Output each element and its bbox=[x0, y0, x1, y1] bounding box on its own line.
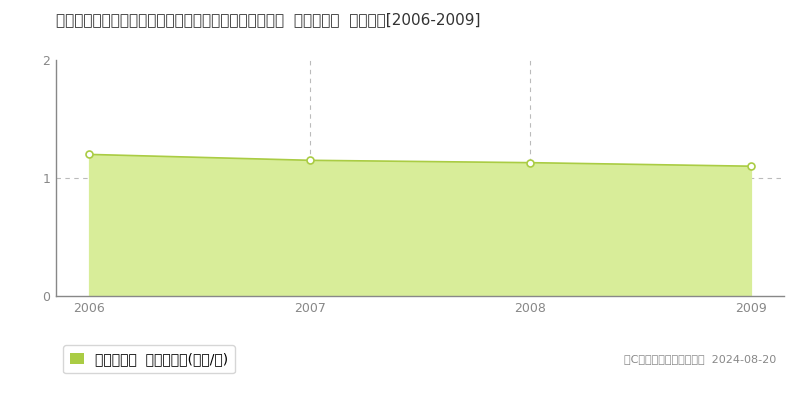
Point bbox=[303, 157, 316, 164]
Point bbox=[82, 151, 95, 158]
Point bbox=[524, 160, 537, 166]
Text: （C）土地価格ドットコム  2024-08-20: （C）土地価格ドットコム 2024-08-20 bbox=[624, 354, 776, 364]
Point bbox=[745, 163, 758, 170]
Text: 和歌山県伊都郡かつらぎ町大字花園新子字上墓内７４番  基準地価格  地価推移[2006-2009]: 和歌山県伊都郡かつらぎ町大字花園新子字上墓内７４番 基準地価格 地価推移[200… bbox=[56, 12, 481, 27]
Legend: 基準地価格  平均坪単価(万円/坪): 基準地価格 平均坪単価(万円/坪) bbox=[63, 346, 235, 373]
